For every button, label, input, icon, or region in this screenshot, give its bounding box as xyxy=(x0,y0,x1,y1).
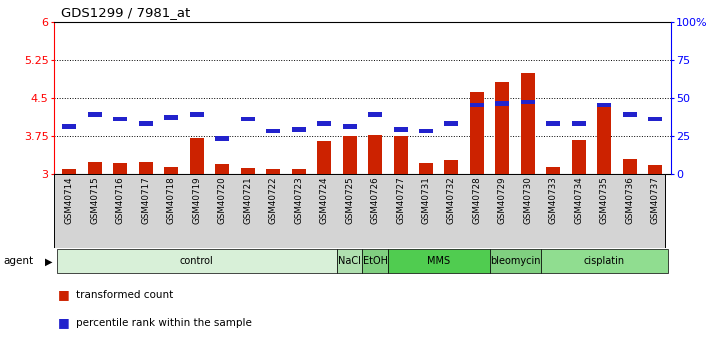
Bar xyxy=(291,169,306,174)
Bar xyxy=(88,161,102,174)
Bar xyxy=(138,161,153,174)
Bar xyxy=(342,124,357,129)
Bar xyxy=(337,249,362,273)
Text: transformed count: transformed count xyxy=(76,290,173,300)
Text: GSM40733: GSM40733 xyxy=(549,176,558,224)
Text: ■: ■ xyxy=(58,288,69,302)
Bar xyxy=(572,121,586,126)
Bar xyxy=(597,106,611,174)
Bar xyxy=(190,138,204,174)
Bar xyxy=(291,127,306,132)
Text: GSM40736: GSM40736 xyxy=(625,176,634,224)
Text: GSM40727: GSM40727 xyxy=(396,176,405,224)
Text: GSM40719: GSM40719 xyxy=(193,176,201,224)
Text: control: control xyxy=(180,256,213,266)
Text: EtOH: EtOH xyxy=(363,256,388,266)
Text: percentile rank within the sample: percentile rank within the sample xyxy=(76,318,252,327)
Text: GSM40730: GSM40730 xyxy=(523,176,532,224)
Text: GSM40718: GSM40718 xyxy=(167,176,176,224)
Bar xyxy=(215,164,229,174)
Text: NaCl: NaCl xyxy=(338,256,361,266)
Bar xyxy=(241,117,255,121)
Bar xyxy=(495,101,510,106)
Bar xyxy=(342,136,357,174)
Bar xyxy=(547,121,560,126)
Bar xyxy=(368,112,382,117)
Bar xyxy=(470,103,484,107)
Text: GSM40717: GSM40717 xyxy=(141,176,150,224)
Bar xyxy=(164,115,178,120)
Bar xyxy=(57,249,337,273)
Text: GSM40721: GSM40721 xyxy=(243,176,252,224)
Bar xyxy=(388,249,490,273)
Bar xyxy=(362,249,388,273)
Bar xyxy=(266,129,280,133)
Text: GSM40729: GSM40729 xyxy=(498,176,507,224)
Bar xyxy=(444,160,459,174)
Bar xyxy=(521,100,535,105)
Bar xyxy=(88,112,102,117)
Bar xyxy=(521,73,535,174)
Text: GSM40722: GSM40722 xyxy=(269,176,278,224)
Bar xyxy=(648,165,663,174)
Bar xyxy=(368,135,382,174)
Bar xyxy=(113,117,128,121)
Bar xyxy=(623,112,637,117)
Text: GSM40737: GSM40737 xyxy=(651,176,660,224)
Text: GSM40714: GSM40714 xyxy=(65,176,74,224)
Text: GSM40720: GSM40720 xyxy=(218,176,226,224)
Text: GSM40723: GSM40723 xyxy=(294,176,303,224)
Bar xyxy=(190,112,204,117)
Bar xyxy=(317,141,331,174)
Text: GSM40715: GSM40715 xyxy=(90,176,99,224)
Bar xyxy=(470,92,484,174)
Bar xyxy=(648,117,663,121)
Bar xyxy=(62,124,76,129)
Text: GSM40725: GSM40725 xyxy=(345,176,354,224)
Text: agent: agent xyxy=(4,256,34,266)
Text: GDS1299 / 7981_at: GDS1299 / 7981_at xyxy=(61,6,190,19)
Bar xyxy=(419,129,433,133)
Text: GSM40726: GSM40726 xyxy=(371,176,379,224)
Bar xyxy=(547,167,560,174)
Text: cisplatin: cisplatin xyxy=(584,256,625,266)
Bar xyxy=(419,163,433,174)
Text: GSM40735: GSM40735 xyxy=(600,176,609,224)
Bar xyxy=(495,82,510,174)
Text: ▶: ▶ xyxy=(45,256,53,266)
Bar xyxy=(490,249,541,273)
Bar xyxy=(541,249,668,273)
Bar xyxy=(317,121,331,126)
Text: GSM40734: GSM40734 xyxy=(575,176,583,224)
Text: ■: ■ xyxy=(58,316,69,329)
Text: bleomycin: bleomycin xyxy=(490,256,541,266)
Bar xyxy=(62,169,76,174)
Bar xyxy=(444,121,459,126)
Bar xyxy=(572,140,586,174)
Text: GSM40732: GSM40732 xyxy=(447,176,456,224)
Text: GSM40728: GSM40728 xyxy=(472,176,482,224)
Bar xyxy=(138,121,153,126)
Text: GSM40731: GSM40731 xyxy=(422,176,430,224)
Text: GSM40724: GSM40724 xyxy=(319,176,329,224)
Text: MMS: MMS xyxy=(427,256,451,266)
Bar xyxy=(215,136,229,141)
Bar xyxy=(623,159,637,174)
Bar xyxy=(394,127,407,132)
Bar xyxy=(394,136,407,174)
Bar xyxy=(597,103,611,107)
Bar xyxy=(266,169,280,174)
Bar xyxy=(164,167,178,174)
Bar xyxy=(113,163,128,174)
Text: GSM40716: GSM40716 xyxy=(116,176,125,224)
Bar xyxy=(241,168,255,174)
